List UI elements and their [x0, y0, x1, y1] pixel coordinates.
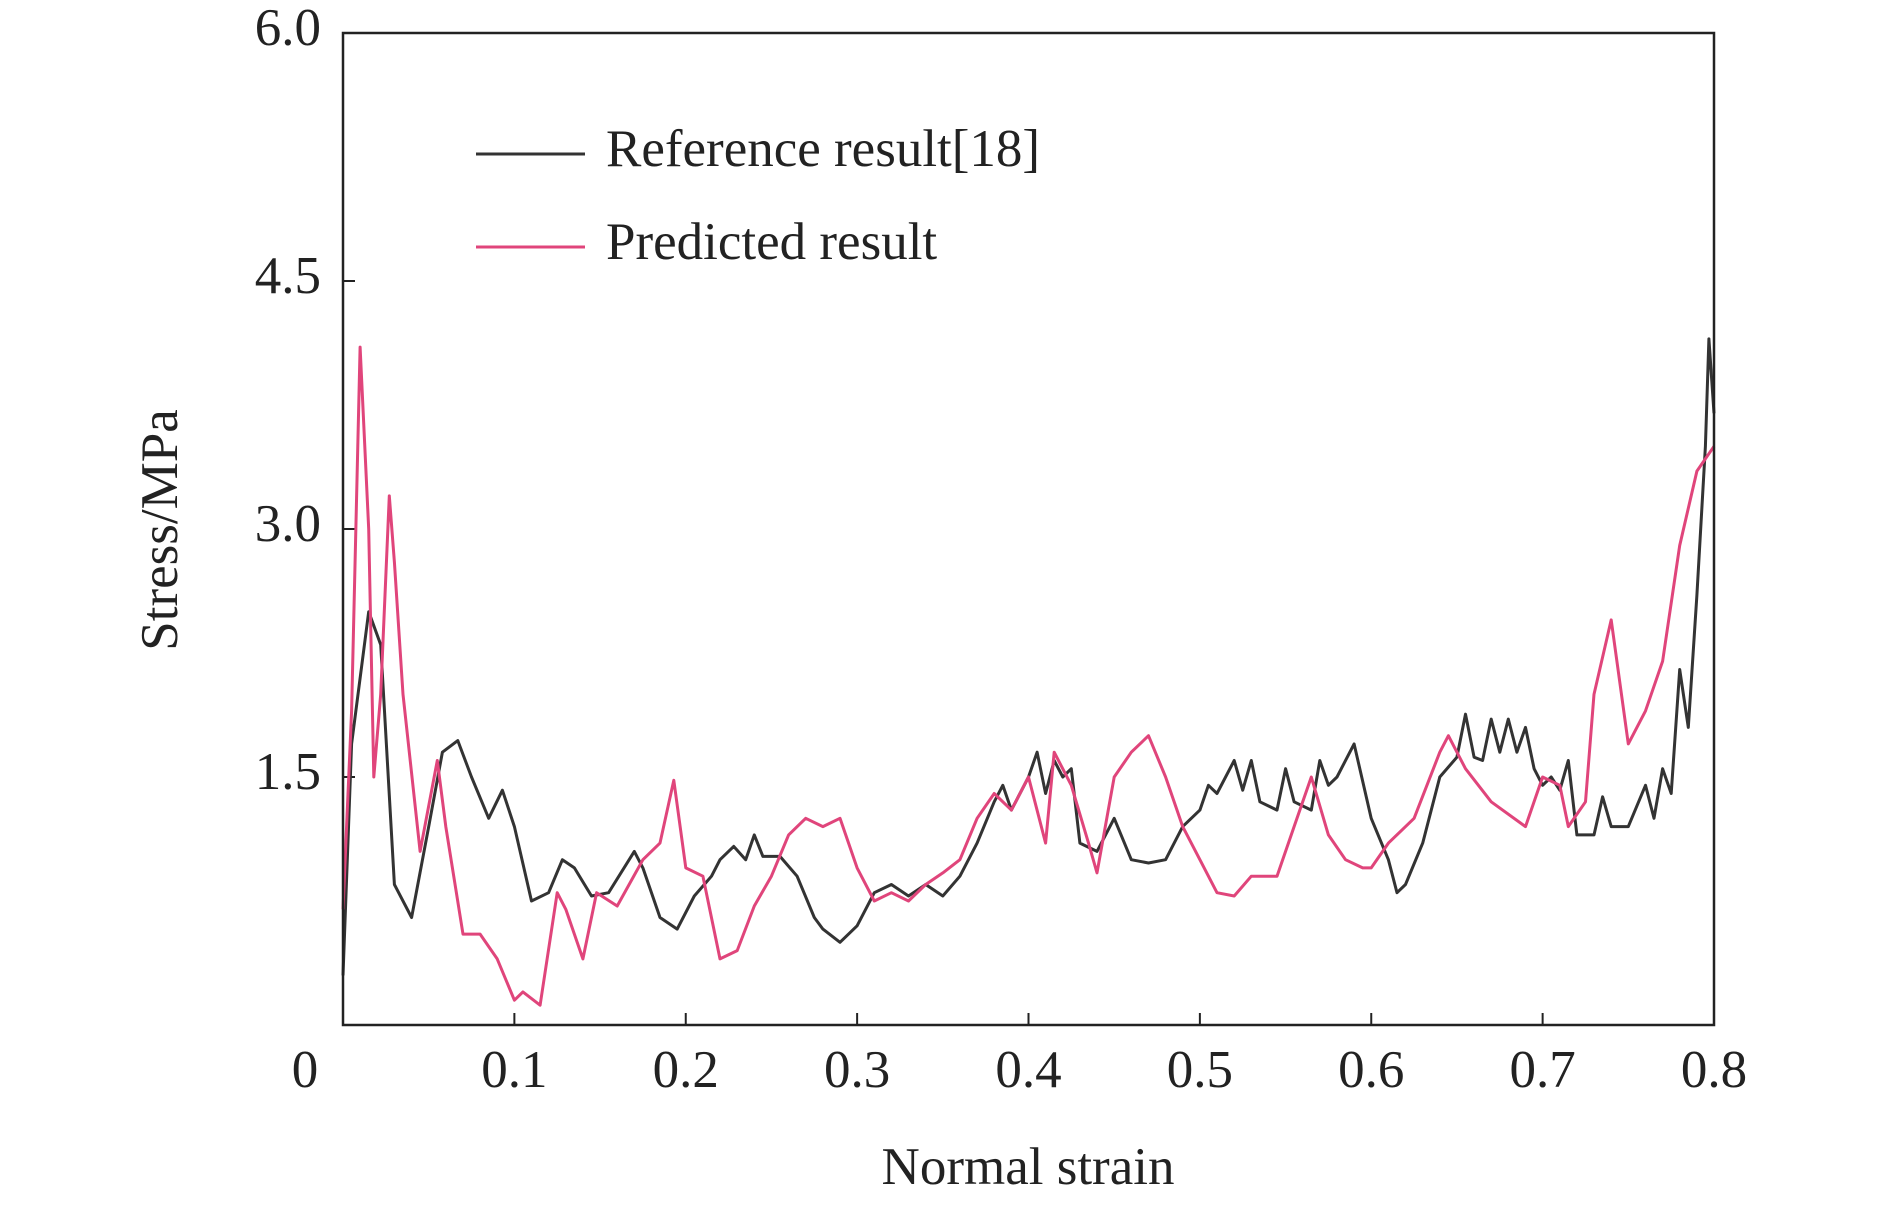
y-tick-label: 6.0: [255, 0, 321, 57]
x-tick-label: 0: [292, 1041, 319, 1099]
x-axis-label: Normal strain: [882, 1138, 1175, 1196]
y-axis-label: Stress/MPa: [131, 409, 189, 650]
x-tick-label: 0.8: [1681, 1041, 1747, 1099]
legend-label: Reference result[18]: [606, 120, 1040, 178]
x-tick-label: 0.1: [481, 1041, 547, 1099]
y-tick-label: 1.5: [255, 743, 321, 801]
x-tick-label: 0.2: [653, 1041, 719, 1099]
x-tick-label: 0.7: [1510, 1041, 1576, 1099]
x-tick-label: 0.6: [1338, 1041, 1404, 1099]
data-line: [341, 345, 1716, 1007]
x-tick-label: 0.3: [824, 1041, 890, 1099]
legend-label: Predicted result: [606, 213, 937, 271]
x-tick-label: 0.4: [995, 1041, 1061, 1099]
plot-frame: [341, 31, 1716, 1027]
y-tick-label: 4.5: [255, 247, 321, 305]
data-line: [341, 337, 1716, 976]
x-tick-label: 0.5: [1167, 1041, 1233, 1099]
y-tick-label: 3.0: [255, 495, 321, 553]
